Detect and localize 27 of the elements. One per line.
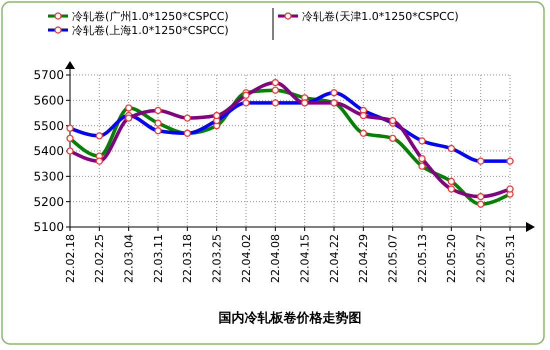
x-tick-label: 22.04.22 xyxy=(328,234,341,283)
x-tick-label: 22.05.20 xyxy=(445,234,458,283)
y-tick-label: 5500 xyxy=(33,118,64,133)
y-tick-label: 5300 xyxy=(33,170,64,184)
y-tick-label: 5600 xyxy=(33,94,64,108)
y-tick-label: 5400 xyxy=(33,144,64,158)
x-tick-label: 22.04.08 xyxy=(269,234,282,283)
x-tick-label: 22.05.31 xyxy=(504,234,517,283)
x-tick-label: 22.03.11 xyxy=(152,234,165,283)
x-tick-label: 22.04.29 xyxy=(357,234,370,283)
legend-label: 冷轧卷(上海1.0*1250*CSPCC) xyxy=(72,24,229,37)
x-tick-label: 22.02.25 xyxy=(93,234,106,283)
x-tick-label: 22.04.15 xyxy=(298,234,312,283)
x-tick-label: 22.05.13 xyxy=(416,234,429,283)
text: 国内冷轧板卷价格走势图 xyxy=(218,310,362,326)
y-tick-label: 5100 xyxy=(33,220,64,234)
x-tick-label: 22.05.07 xyxy=(386,234,400,283)
x-tick-label: 22.03.25 xyxy=(210,234,224,283)
legend-label: 冷轧卷(天津1.0*1250*CSPCC) xyxy=(302,10,459,23)
x-tick-label: 22.04.02 xyxy=(240,234,253,283)
y-tick-label: 5700 xyxy=(33,68,64,82)
y-tick-label: 5200 xyxy=(33,194,64,209)
legend-label: 冷轧卷(广州1.0*1250*CSPCC) xyxy=(72,10,229,23)
x-tick-label: 22.03.04 xyxy=(122,234,136,283)
x-tick-label: 22.02.18 xyxy=(64,234,77,283)
x-tick-label: 22.03.18 xyxy=(181,234,194,283)
x-tick-label: 22.05.27 xyxy=(474,234,488,283)
